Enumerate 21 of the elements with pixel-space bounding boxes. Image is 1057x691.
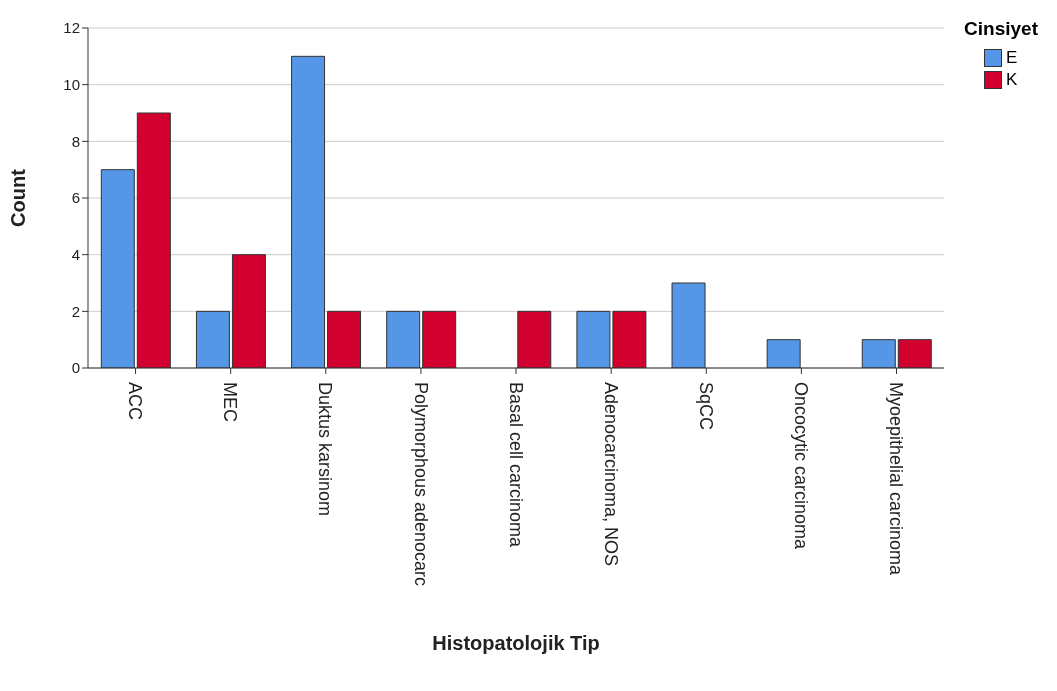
x-tick-label: Polymorphous adenocarc xyxy=(410,382,431,587)
x-tick-label: ACC xyxy=(125,382,146,421)
x-tick-label: Basal cell carcinoma xyxy=(505,382,526,549)
x-tick-label: Duktus karsinom xyxy=(315,382,336,517)
x-tick-label: Oncocytic carcinoma xyxy=(791,382,812,551)
y-tick-label: 4 xyxy=(71,245,80,263)
y-tick-label: 12 xyxy=(63,19,80,37)
x-tick-label: SqCC xyxy=(695,382,716,431)
y-tick-label: 8 xyxy=(71,132,80,150)
y-tick-label: 0 xyxy=(71,359,80,377)
y-tick-label: 10 xyxy=(63,75,80,93)
x-tick-label: Adenocarcinoma, NOS xyxy=(600,382,621,567)
legend-label: K xyxy=(1006,70,1018,90)
legend-title: Cinsiyet xyxy=(964,18,1038,40)
x-tick-label: MEC xyxy=(220,382,241,422)
y-tick-label: 6 xyxy=(71,189,80,207)
x-tick-label: Myoepithelial carcinoma xyxy=(886,382,907,577)
x-axis-title: Histopatolojik Tip xyxy=(432,632,600,654)
legend-label: E xyxy=(1006,48,1018,68)
y-tick-label: 2 xyxy=(71,302,80,320)
y-axis-title: Count xyxy=(7,168,30,227)
